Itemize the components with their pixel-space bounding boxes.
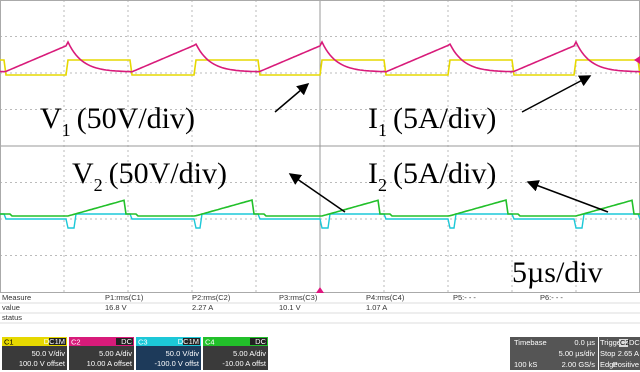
- channel-scale: 50.0 V/div: [166, 349, 200, 358]
- timebase-delay: 0.0 µs: [574, 338, 595, 347]
- param-value: 16.8 V: [105, 303, 127, 312]
- param-name: P2:rms(C2): [192, 293, 231, 302]
- channel-offset: 10.00 A offset: [87, 359, 133, 368]
- channel-offset: 100.0 V offset: [19, 359, 66, 368]
- trigger-coupling: DC: [629, 338, 640, 347]
- row-label: Measure: [2, 293, 31, 302]
- channel-offset: -10.00 A offst: [222, 359, 267, 368]
- param-value: 2.27 A: [192, 303, 213, 312]
- trigger-box: Trigger C2 DC Stop 2.65 A Edge Positive: [599, 337, 640, 370]
- channel-name: C2: [71, 338, 81, 347]
- channel-name: C3: [138, 338, 148, 347]
- timebase-label: Timebase: [514, 338, 547, 347]
- param-name: P4:rms(C4): [366, 293, 405, 302]
- row-label: value: [2, 303, 20, 312]
- trigger-level: 2.65 A: [618, 349, 639, 358]
- trigger-mode: Stop: [600, 349, 615, 358]
- timebase-samples: 100 kS: [514, 360, 537, 369]
- channel-scale: 50.0 V/div: [32, 349, 66, 358]
- param-name: P3:rms(C3): [279, 293, 318, 302]
- trigger-slope: Positive: [613, 360, 639, 369]
- channel-coupling: DC1M: [178, 337, 199, 346]
- timescale: 5µs/div: [512, 256, 603, 289]
- channel-name: C4: [205, 338, 215, 347]
- param-value: 10.1 V: [279, 303, 301, 312]
- timebase-box: Timebase 0.0 µs 5.00 µs/div 100 kS 2.00 …: [510, 337, 598, 370]
- channel-coupling: DC1M: [44, 337, 65, 346]
- param-name: P5:- - -: [453, 293, 476, 302]
- channel-coupling: DC: [255, 337, 266, 346]
- param-name: P6:- - -: [540, 293, 563, 302]
- param-value: 1.07 A: [366, 303, 387, 312]
- scope-screen: V1(50V/div) I1(5A/div) V2(50V/div) I2(5A…: [0, 0, 640, 372]
- timebase-scale: 5.00 µs/div: [559, 349, 596, 358]
- channel-name: C1: [4, 338, 14, 347]
- channel-scale: 5.00 A/div: [99, 349, 132, 358]
- row-label: status: [2, 313, 22, 322]
- param-name: P1:rms(C1): [105, 293, 144, 302]
- channel-coupling: DC: [121, 337, 132, 346]
- channel-offset: -100.0 V offst: [155, 359, 200, 368]
- channel-scale: 5.00 A/div: [233, 349, 266, 358]
- timebase-rate: 2.00 GS/s: [562, 360, 596, 369]
